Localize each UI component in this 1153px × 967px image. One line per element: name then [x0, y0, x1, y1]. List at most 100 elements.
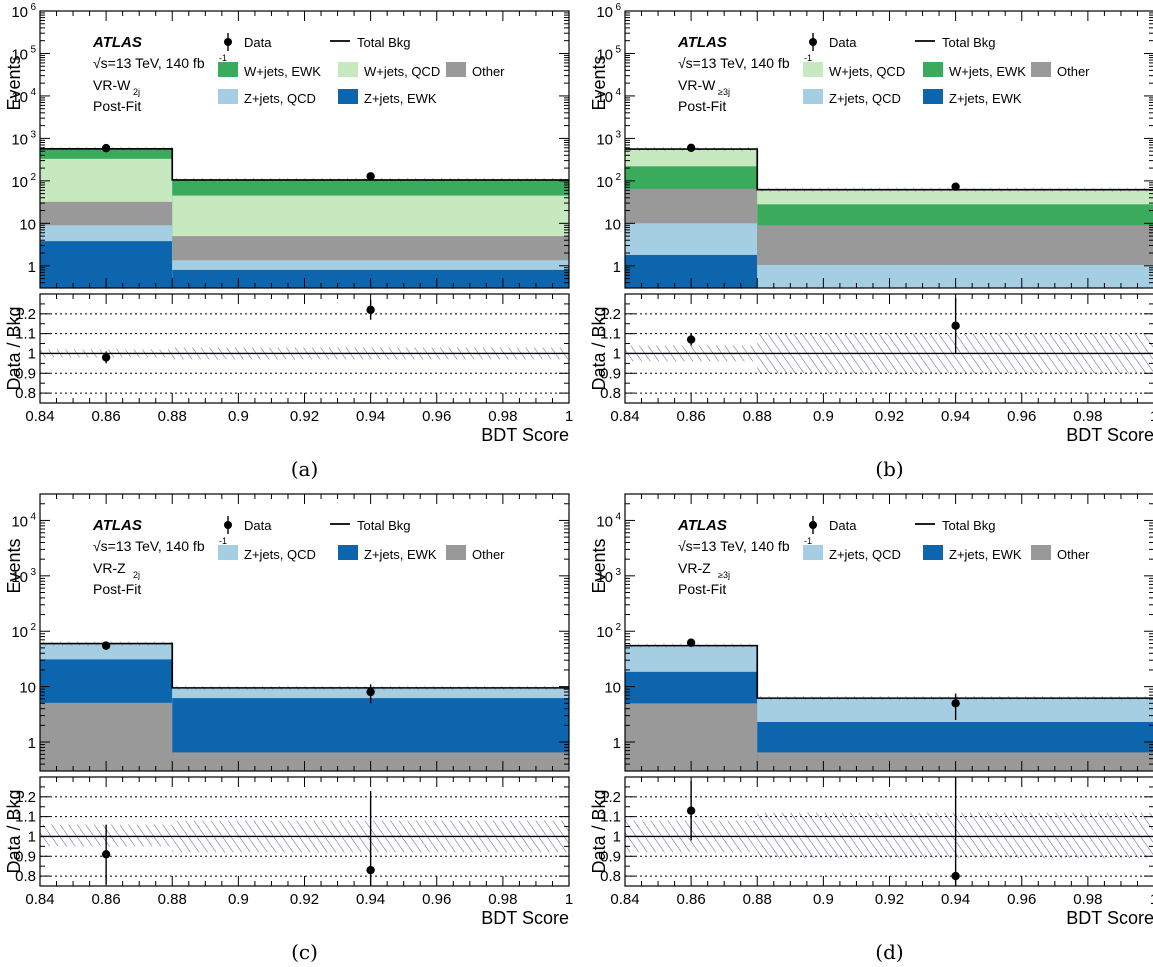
- ratio-y-tick-label: 1: [613, 345, 621, 362]
- legend-label-data: Data: [244, 518, 272, 533]
- legend-swatch-z-ewk: [338, 545, 358, 560]
- y-tick-exponent: 4: [30, 511, 36, 522]
- legend-swatch-w-ewk: [923, 62, 943, 77]
- legend-label-z-ewk: Z+jets, EWK: [364, 91, 437, 106]
- x-tick-label: 0.96: [422, 891, 451, 908]
- ratio-y-tick-label: 0.8: [600, 868, 621, 885]
- y-tick-label: 10: [596, 569, 613, 586]
- x-tick-label: 1: [565, 891, 573, 908]
- y-tick-label: 10: [596, 46, 613, 63]
- legend-label-z-qcd: Z+jets, QCD: [244, 91, 316, 106]
- data-point-1: [686, 143, 696, 153]
- x-tick-label: 0.86: [677, 408, 706, 425]
- data-point-1: [101, 143, 111, 153]
- legend-label-total-bkg: Total Bkg: [357, 518, 410, 533]
- legend-label-z-qcd: Z+jets, QCD: [829, 547, 901, 562]
- ratio-y-tick-label: 0.9: [600, 365, 621, 382]
- y-tick-exponent: 3: [30, 129, 36, 140]
- x-tick-label: 0.94: [356, 891, 385, 908]
- data-point-1: [686, 638, 696, 647]
- stack-bars: [40, 148, 569, 288]
- legend-swatch-w-qcd: [803, 62, 823, 77]
- x-axis-title: BDT Score: [1066, 908, 1153, 928]
- x-axis-title: BDT Score: [481, 908, 569, 928]
- legend-label-data: Data: [829, 35, 857, 50]
- x-tick-label: 0.86: [92, 891, 121, 908]
- fit-label: Post-Fit: [678, 98, 726, 114]
- y-tick-label: 10: [596, 174, 613, 191]
- x-tick-label: 0.88: [158, 408, 187, 425]
- y-tick-label: 10: [596, 624, 613, 641]
- legend-swatch-z-ewk: [338, 89, 358, 104]
- x-axis-title: BDT Score: [1066, 425, 1153, 445]
- x-tick-label: 0.98: [1073, 891, 1102, 908]
- x-tick-label: 0.98: [488, 891, 517, 908]
- x-tick-label: 0.92: [290, 408, 319, 425]
- ratio-y-tick-label: 1.2: [600, 789, 621, 806]
- x-axis-title: BDT Score: [481, 425, 569, 445]
- ratio-y-tick-label: 0.9: [15, 848, 36, 865]
- ratio-y-tick-label: 1.1: [15, 326, 36, 343]
- legend-label-other: Other: [1057, 547, 1090, 562]
- energy-lumi-label: √s=13 TeV, 140 fb: [93, 538, 205, 554]
- x-tick-label: 0.96: [1007, 408, 1036, 425]
- ratio-y-tick-label: 1.1: [600, 809, 621, 826]
- y-tick-label: 10: [604, 216, 621, 233]
- lumi-superscript: -1: [219, 53, 227, 63]
- x-tick-label: 0.96: [422, 408, 451, 425]
- fit-label: Post-Fit: [678, 581, 726, 597]
- legend-label-other: Other: [472, 547, 505, 562]
- y-axis-title: Events: [4, 538, 24, 593]
- legend-swatch-z-qcd: [218, 89, 238, 104]
- data-point-2: [951, 182, 960, 191]
- panel-caption: (a): [291, 457, 319, 481]
- ratio-y-tick-label: 1: [28, 345, 36, 362]
- ratio-point-2: [366, 305, 375, 315]
- y-tick-label: 10: [596, 4, 613, 21]
- legend-swatch-other: [1031, 62, 1051, 77]
- ratio-y-axis-title: Data / Bkg: [4, 306, 24, 390]
- legend-label-total-bkg: Total Bkg: [357, 35, 410, 50]
- x-tick-label: 0.98: [488, 408, 517, 425]
- legend-label-z-ewk: Z+jets, EWK: [949, 547, 1022, 562]
- ratio-y-axis-title: Data / Bkg: [4, 789, 24, 873]
- y-tick-label: 10: [596, 89, 613, 106]
- ratio-y-axis-title: Data / Bkg: [589, 306, 609, 390]
- ratio-y-tick-label: 0.8: [600, 385, 621, 402]
- ratio-y-tick-label: 1: [613, 828, 621, 845]
- ratio-y-tick-label: 1.1: [600, 326, 621, 343]
- y-tick-label: 1: [613, 259, 621, 276]
- legend-data-marker: [224, 521, 232, 529]
- x-tick-label: 0.9: [228, 408, 249, 425]
- ratio-point-1: [101, 850, 111, 859]
- ratio-y-tick-label: 0.9: [600, 848, 621, 865]
- y-tick-label: 10: [11, 131, 28, 148]
- data-point-2: [366, 172, 375, 181]
- x-tick-label: 0.9: [228, 891, 249, 908]
- ratio-y-tick-label: 0.8: [15, 385, 36, 402]
- bar-other-bin1: [40, 702, 173, 771]
- energy-lumi-label: √s=13 TeV, 140 fb: [93, 55, 205, 71]
- x-tick-label: 0.94: [356, 408, 385, 425]
- legend-label-z-ewk: Z+jets, EWK: [364, 547, 437, 562]
- y-tick-label: 10: [11, 513, 28, 530]
- y-tick-label: 10: [19, 216, 36, 233]
- energy-lumi-label: √s=13 TeV, 140 fb: [678, 55, 790, 71]
- legend-swatch-z-qcd: [803, 545, 823, 560]
- y-tick-label: 10: [11, 174, 28, 191]
- x-tick-label: 0.94: [941, 891, 970, 908]
- y-tick-exponent: 3: [30, 567, 36, 578]
- y-tick-exponent: 2: [30, 172, 36, 183]
- x-tick-label: 1: [1150, 408, 1153, 425]
- lumi-superscript: -1: [804, 53, 812, 63]
- energy-lumi-label: √s=13 TeV, 140 fb: [678, 538, 790, 554]
- ratio-point-1: [101, 353, 111, 362]
- y-tick-exponent: 2: [615, 172, 621, 183]
- ratio-y-axis-title: Data / Bkg: [589, 789, 609, 873]
- region-label: VR-W: [678, 77, 716, 93]
- ratio-point-2: [951, 321, 960, 330]
- y-tick-exponent: 4: [615, 511, 621, 522]
